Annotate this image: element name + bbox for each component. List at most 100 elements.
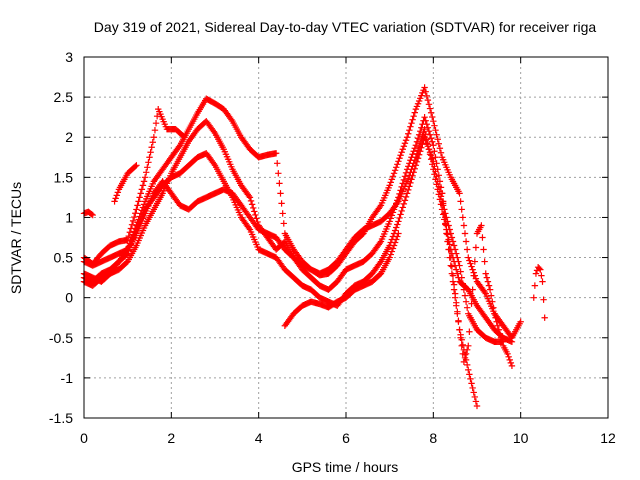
data-point bbox=[228, 116, 235, 123]
data-point bbox=[252, 211, 259, 219]
data-point bbox=[427, 152, 435, 159]
data-point bbox=[388, 248, 396, 255]
data-point bbox=[481, 258, 488, 265]
data-point bbox=[409, 116, 416, 123]
data-point bbox=[408, 176, 415, 183]
data-point bbox=[451, 294, 459, 301]
data-point bbox=[454, 310, 461, 317]
data-point bbox=[210, 128, 218, 135]
data-point bbox=[133, 162, 140, 169]
data-point bbox=[123, 251, 130, 258]
data-point bbox=[127, 241, 135, 248]
data-point bbox=[413, 138, 421, 145]
data-point bbox=[409, 172, 416, 180]
data-point bbox=[422, 131, 429, 138]
data-point bbox=[403, 190, 411, 197]
x-axis-label: GPS time / hours bbox=[292, 459, 399, 475]
data-point bbox=[431, 122, 438, 129]
data-point bbox=[139, 182, 147, 189]
y-tick-label: 1.5 bbox=[54, 169, 74, 185]
data-point bbox=[140, 178, 148, 185]
data-point bbox=[390, 170, 398, 177]
data-point bbox=[175, 143, 183, 150]
data-point bbox=[414, 135, 422, 142]
data-point bbox=[468, 300, 475, 307]
data-point bbox=[418, 124, 425, 131]
data-point bbox=[468, 380, 475, 387]
data-point bbox=[427, 109, 435, 116]
data-point bbox=[507, 359, 515, 367]
data-point bbox=[401, 140, 409, 147]
data-point bbox=[150, 134, 158, 141]
data-point bbox=[245, 192, 253, 200]
data-point bbox=[395, 218, 402, 225]
data-point bbox=[421, 84, 428, 91]
data-point bbox=[145, 159, 152, 166]
data-point bbox=[487, 292, 495, 299]
data-point bbox=[461, 292, 469, 299]
data-point bbox=[88, 211, 95, 218]
data-point bbox=[490, 304, 497, 311]
data-point bbox=[497, 334, 505, 341]
y-tick-label: 0 bbox=[65, 290, 73, 306]
data-point bbox=[448, 263, 456, 270]
data-point bbox=[277, 190, 284, 197]
data-point bbox=[89, 211, 96, 219]
data-point bbox=[504, 350, 511, 358]
data-point bbox=[280, 220, 287, 227]
data-point bbox=[446, 254, 453, 261]
data-point bbox=[402, 193, 410, 201]
data-point bbox=[248, 201, 256, 208]
data-point bbox=[530, 294, 537, 301]
data-point bbox=[470, 272, 477, 279]
data-point bbox=[395, 230, 402, 237]
data-point bbox=[466, 257, 473, 264]
data-point bbox=[253, 215, 260, 222]
data-point bbox=[422, 88, 429, 95]
data-point bbox=[431, 148, 438, 155]
data-point bbox=[251, 208, 258, 215]
data-point bbox=[426, 105, 434, 112]
data-point bbox=[463, 246, 471, 253]
data-point bbox=[467, 375, 474, 383]
data-point bbox=[429, 113, 436, 121]
x-tick-label: 8 bbox=[429, 430, 437, 446]
data-point bbox=[405, 175, 412, 182]
data-point bbox=[481, 288, 488, 296]
data-point bbox=[406, 183, 413, 190]
data-point bbox=[376, 259, 384, 267]
data-point bbox=[276, 180, 283, 187]
data-point bbox=[470, 389, 477, 396]
axis-ticks: 0 2 4 6 8 10 12 -1.5 -1 -0.5 0 0.5 1 1.5 2 2.5 3 bbox=[49, 49, 616, 446]
data-point bbox=[124, 236, 131, 244]
data-points bbox=[80, 84, 548, 410]
data-point bbox=[393, 224, 400, 231]
data-point bbox=[445, 222, 452, 229]
data-point bbox=[495, 326, 503, 333]
data-point bbox=[450, 286, 458, 293]
data-point bbox=[448, 234, 456, 241]
data-point bbox=[459, 280, 467, 287]
data-point bbox=[453, 266, 460, 273]
data-point bbox=[435, 140, 442, 147]
data-point bbox=[478, 222, 485, 229]
data-point bbox=[405, 130, 412, 137]
data-point bbox=[412, 142, 420, 149]
data-point bbox=[538, 272, 545, 279]
data-point bbox=[400, 200, 408, 208]
data-point bbox=[508, 338, 516, 345]
data-point bbox=[458, 342, 465, 349]
y-tick-label: 1 bbox=[65, 209, 73, 225]
data-point bbox=[472, 244, 480, 251]
data-point bbox=[401, 173, 409, 180]
data-point bbox=[376, 239, 384, 247]
data-point bbox=[396, 214, 403, 222]
x-tick-label: 6 bbox=[342, 430, 350, 446]
data-point bbox=[489, 298, 496, 305]
data-point bbox=[425, 146, 433, 153]
data-point bbox=[386, 254, 393, 261]
data-point bbox=[423, 120, 430, 128]
data-point bbox=[390, 242, 398, 249]
data-point bbox=[413, 158, 421, 165]
